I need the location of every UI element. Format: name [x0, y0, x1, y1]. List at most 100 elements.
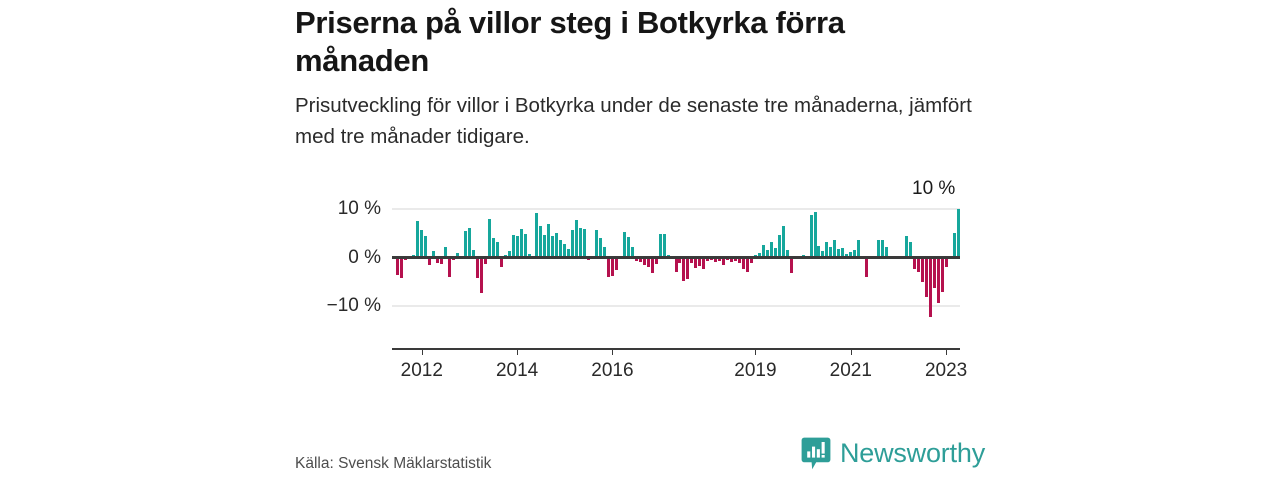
bar — [845, 254, 849, 258]
bar — [456, 253, 460, 258]
x-axis-tick-label: 2016 — [591, 360, 634, 381]
bar — [841, 247, 845, 258]
x-axis-tick-mark — [850, 348, 852, 355]
gridline — [392, 207, 960, 210]
x-axis-line — [392, 348, 960, 350]
chart-footer: Källa: Svensk Mäklarstatistik Newsworthy — [295, 437, 985, 481]
bar — [638, 257, 642, 263]
y-axis-labels: 10 % 0 % −10 % — [295, 198, 381, 326]
bar-chart: 10 % 0 % −10 % 2012 2014 2016 2019 2021 2023 10… — [295, 178, 985, 393]
bar — [769, 242, 773, 258]
x-axis-tick-label: 2019 — [734, 360, 777, 381]
bar — [702, 257, 706, 269]
bar — [722, 257, 726, 265]
zero-line — [392, 256, 960, 260]
x-axis-tick-mark — [421, 348, 423, 355]
bar — [877, 240, 881, 258]
bar — [444, 246, 448, 258]
bar — [777, 235, 781, 258]
x-axis-tick-mark — [946, 348, 948, 355]
bar — [678, 257, 682, 264]
bar — [674, 257, 678, 272]
bar — [686, 257, 690, 279]
y-axis-tick-label: 10 % — [337, 197, 381, 219]
bar — [463, 231, 467, 258]
bar — [821, 250, 825, 258]
bar — [555, 233, 559, 258]
y-axis-tick-label: −10 % — [326, 295, 381, 317]
bar — [706, 257, 710, 262]
bar — [738, 257, 742, 263]
bar — [511, 235, 515, 258]
bar — [944, 257, 948, 268]
bar — [499, 257, 503, 268]
bar — [932, 257, 936, 288]
bar — [567, 248, 571, 258]
bar — [730, 257, 734, 263]
bar — [614, 257, 618, 270]
bar — [885, 247, 889, 258]
bar — [603, 246, 606, 258]
bar — [599, 237, 603, 258]
bar — [781, 225, 785, 258]
bar — [952, 233, 956, 258]
bar — [559, 240, 563, 258]
x-axis-tick-label: 2014 — [495, 360, 539, 381]
bar — [908, 242, 912, 258]
bar — [936, 257, 940, 303]
newsworthy-chart-bubble-icon — [801, 437, 831, 470]
bar — [539, 226, 543, 258]
bar — [563, 243, 567, 258]
bar — [396, 257, 400, 276]
page-title: Priserna på villor steg i Botkyrka förra… — [295, 5, 845, 78]
bar — [436, 257, 440, 263]
bar — [789, 257, 793, 273]
bar — [551, 235, 555, 258]
x-axis-tick-mark — [517, 348, 519, 355]
bar — [579, 227, 583, 258]
bar — [694, 257, 698, 268]
bar — [491, 238, 495, 258]
bar — [519, 229, 523, 258]
bar — [471, 249, 475, 258]
bar — [583, 229, 587, 258]
x-axis-tick-mark — [755, 348, 757, 355]
bar — [400, 257, 404, 279]
bar — [535, 212, 539, 258]
bar — [761, 245, 765, 258]
bar — [809, 214, 813, 258]
gridline — [392, 305, 960, 308]
bar — [527, 254, 531, 258]
bar — [920, 257, 924, 283]
bar — [432, 251, 436, 258]
bar — [857, 239, 861, 258]
bar — [626, 237, 630, 258]
last-value-annotation: 10 % — [912, 178, 956, 199]
bar — [650, 257, 654, 274]
bar — [928, 257, 932, 318]
bar — [825, 241, 829, 258]
bar — [940, 257, 944, 292]
bar — [440, 257, 444, 265]
bar — [467, 227, 471, 258]
bar — [765, 249, 769, 258]
bar — [475, 257, 479, 279]
x-axis-tick-label: 2021 — [829, 360, 872, 381]
bar — [742, 257, 746, 270]
bar — [507, 251, 511, 258]
bar — [448, 257, 452, 277]
bar — [622, 231, 626, 258]
bar — [714, 257, 718, 263]
brand-name: Newsworthy — [839, 438, 985, 468]
bar — [849, 252, 853, 258]
bar — [543, 234, 547, 258]
bar — [595, 229, 599, 258]
bar — [610, 257, 614, 277]
bar — [547, 224, 551, 258]
bar — [773, 247, 777, 258]
bar — [479, 257, 483, 293]
bar — [837, 249, 841, 258]
bar — [817, 246, 821, 258]
bar — [881, 239, 885, 258]
